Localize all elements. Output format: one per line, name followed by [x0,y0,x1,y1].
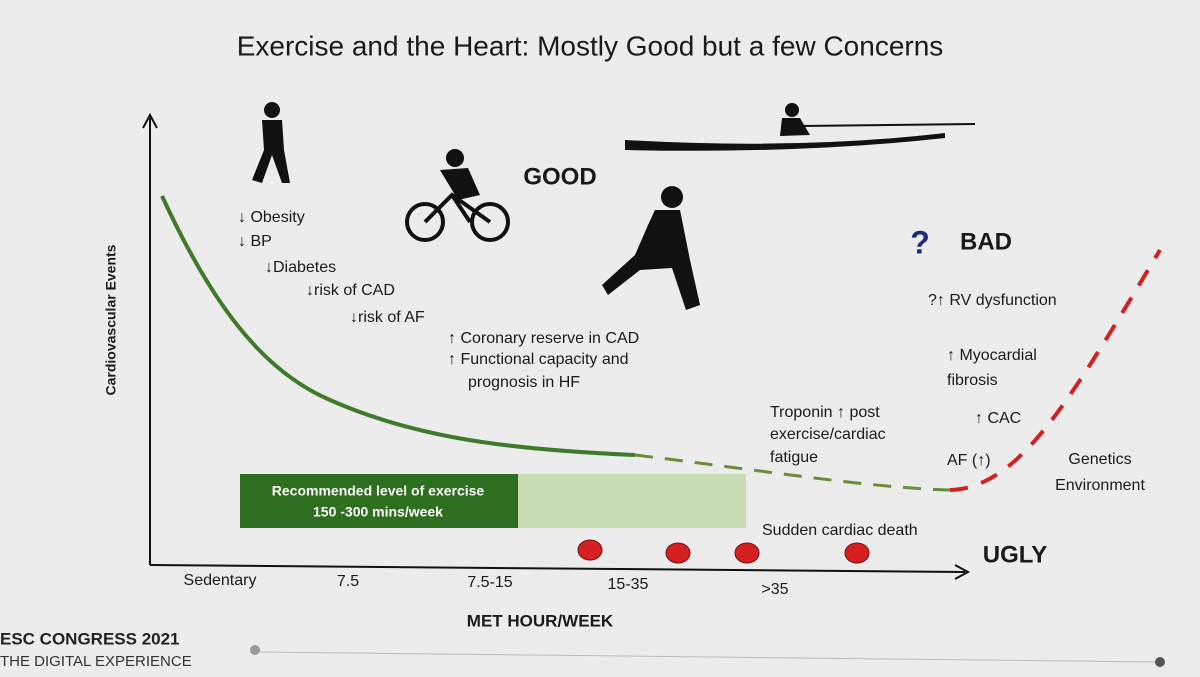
x-category: 7.5-15 [467,574,512,591]
benefit: prognosis in HF [468,374,580,391]
x-axis-label: MET HOUR/WEEK [467,611,614,630]
runner-icon [602,186,700,310]
troponin: Troponin ↑ post [770,404,880,421]
good-effect: ↓ BP [238,233,272,250]
event-dot [577,539,603,561]
bad-curve [949,248,1162,492]
y-arrow [142,112,158,129]
recommended-text: Recommended level of exercise [272,483,485,499]
cyclist-body [440,149,480,200]
good-label: GOOD [523,163,596,190]
troponin: exercise/cardiac [770,426,886,443]
x-category: >35 [761,581,788,598]
rower-icon [625,103,976,151]
recommended-text: 150 -300 mins/week [313,504,443,520]
bad-effect: ↑ Myocardial [947,347,1037,364]
event-dot [844,542,870,564]
x-category: 15-35 [608,576,649,593]
extended-band [518,474,746,528]
bad-label: BAD [960,228,1012,255]
troponin: fatigue [770,449,818,466]
recommended-band [240,474,518,528]
benefit: ↑ Functional capacity and [448,351,629,368]
good-curve [160,195,636,457]
good-effect: ↓ Obesity [238,209,305,226]
bad-effect: ↑ CAC [975,410,1021,427]
x-category: 7.5 [337,573,359,590]
title: Exercise and the Heart: Mostly Good but … [237,30,944,61]
benefit: ↑ Coronary reserve in CAD [448,330,639,347]
ugly-label: UGLY [983,541,1047,568]
event-dot [734,542,760,564]
progress-dot [1155,657,1165,667]
dashed-curve [634,453,951,492]
progress-dot [250,645,260,655]
x-arrow [954,564,971,580]
factor: Environment [1055,477,1145,494]
bad-effect: AF (↑) [947,452,991,469]
bad-effect: fibrosis [947,372,998,389]
y-axis-label: Cardiovascular Events [103,244,119,395]
x-category: Sedentary [184,572,257,589]
bad-effect: ?↑ RV dysfunction [928,292,1057,309]
event-dot [665,542,691,564]
x-axis [149,564,966,573]
progress-line [259,651,1161,663]
factor: Genetics [1068,451,1131,468]
walker-icon [252,102,290,183]
sudden-death-label: Sudden cardiac death [762,522,918,539]
good-effect: ↓Diabetes [265,259,336,276]
cyclist-icon [405,192,510,242]
question-mark: ? [910,224,930,260]
good-effect: ↓risk of AF [350,309,425,326]
footer-subtitle: THE DIGITAL EXPERIENCE [0,653,192,670]
good-effect: ↓risk of CAD [306,282,395,299]
footer-title: ESC CONGRESS 2021 [0,629,180,648]
